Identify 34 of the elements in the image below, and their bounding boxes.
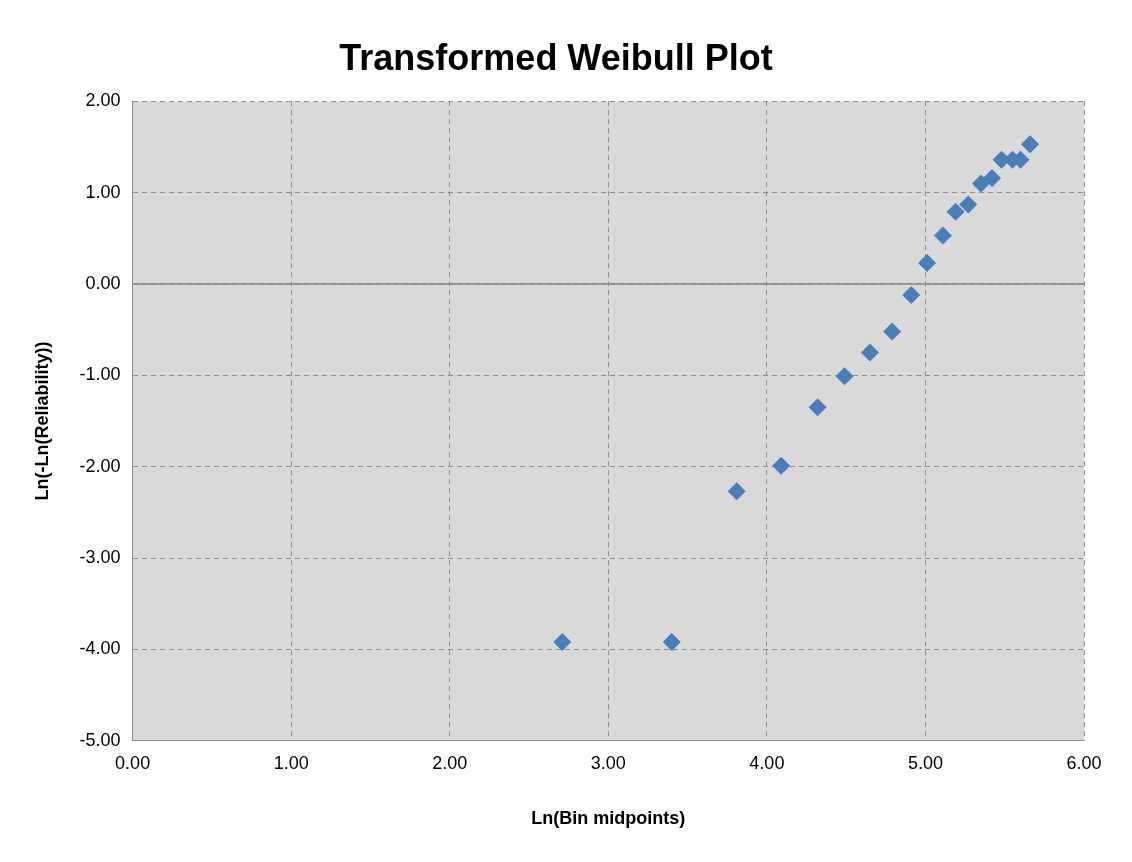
- y-axis-title: Ln(-Ln(Reliability)): [31, 341, 52, 501]
- y-tick-label: 0.00: [85, 272, 121, 293]
- point: [883, 322, 902, 341]
- y-tick-label: -5.00: [79, 729, 121, 750]
- x-tick-label: 0.00: [115, 752, 151, 773]
- point: [959, 195, 978, 214]
- y-tick-label: -2.00: [79, 455, 121, 476]
- point: [772, 456, 791, 475]
- point: [727, 482, 746, 501]
- y-tick-label: -1.00: [79, 364, 121, 385]
- point: [902, 285, 921, 304]
- x-tick-label: 1.00: [273, 752, 309, 773]
- point: [553, 633, 572, 652]
- chart-title: Transformed Weibull Plot: [339, 36, 773, 78]
- point: [662, 633, 681, 652]
- point: [1021, 135, 1040, 154]
- point: [983, 168, 1002, 187]
- x-axis-title: Ln(Bin midpoints): [531, 808, 686, 829]
- x-tick-label: 5.00: [907, 752, 943, 773]
- point: [933, 226, 952, 245]
- y-tick-label: -3.00: [79, 547, 121, 568]
- point: [918, 253, 937, 272]
- point: [808, 398, 827, 417]
- y-tick-label: -4.00: [79, 638, 121, 659]
- x-tick-label: 6.00: [1066, 752, 1102, 773]
- x-tick-label: 2.00: [432, 752, 468, 773]
- point: [971, 174, 990, 193]
- point: [860, 343, 879, 362]
- y-tick-label: 2.00: [85, 90, 121, 111]
- point: [835, 367, 854, 386]
- x-tick-label: 3.00: [590, 752, 626, 773]
- y-tick-label: 1.00: [85, 181, 121, 202]
- point: [946, 202, 965, 221]
- x-tick-label: 4.00: [749, 752, 785, 773]
